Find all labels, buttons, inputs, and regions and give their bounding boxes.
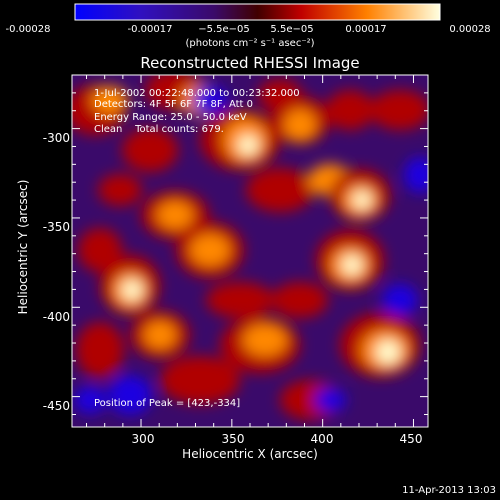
- info-energy: Energy Range: 25.0 - 50.0 keV: [94, 112, 247, 123]
- x-tick-label: 400: [310, 432, 334, 446]
- colorbar-tick: 0.00028: [449, 24, 491, 35]
- x-axis-label: Heliocentric X (arcsec): [182, 447, 318, 461]
- x-tick-label: 300: [131, 432, 155, 446]
- colorbar-gradient: [74, 3, 441, 21]
- heatmap-blob: [326, 90, 374, 130]
- heatmap-blob: [122, 128, 178, 172]
- heatmap-blob: [190, 234, 230, 266]
- colorbar-tick: -0.00028: [5, 24, 51, 35]
- heatmap-blob: [272, 282, 328, 318]
- heatmap-blob: [78, 228, 122, 272]
- heatmap-blob: [92, 86, 128, 114]
- heatmap-blob: [342, 255, 362, 275]
- heatmap-blob: [144, 321, 176, 349]
- colorbar-tick: 5.5e−05: [270, 24, 314, 35]
- peak-label: Position of Peak = [423,-334]: [94, 398, 241, 409]
- heatmap-blob: [76, 322, 124, 378]
- info-time: 1-Jul-2002 00:22:48.000 to 00:23:32.000: [94, 88, 300, 99]
- x-tick-label: 350: [221, 432, 245, 446]
- info-detectors: Detectors: 4F 5F 6F 7F 8F, Att 0: [94, 99, 254, 110]
- heatmap-blob: [206, 282, 274, 318]
- timestamp: 11-Apr-2013 13:03: [402, 485, 496, 496]
- heatmap-blob: [404, 157, 428, 193]
- colorbar-tick: -0.00017: [127, 24, 173, 35]
- heatmap-blob: [238, 135, 258, 155]
- heatmap-blob: [376, 340, 400, 364]
- heatmap-blob: [122, 280, 142, 300]
- heatmap-blob: [382, 284, 418, 316]
- heatmap-blob: [246, 168, 314, 212]
- heatmap-blob: [314, 388, 346, 412]
- x-tick-label: 450: [399, 432, 423, 446]
- info-algorithm: Clean Total counts: 679.: [94, 124, 224, 135]
- y-tick-label: -450: [42, 399, 70, 413]
- heatmap-blob: [98, 174, 142, 206]
- heatmap-blob: [370, 90, 428, 130]
- colorbar-tick: 0.00017: [345, 24, 387, 35]
- heatmap-blob: [243, 324, 287, 356]
- colorbar-units: (photons cm⁻² s⁻¹ asec⁻²): [185, 38, 315, 49]
- plot-title: Reconstructed RHESSI Image: [140, 54, 360, 72]
- colorbar-tick: −5.5e−05: [198, 24, 250, 35]
- heatmap-blob: [157, 201, 193, 229]
- y-axis-label: Heliocentric Y (arcsec): [16, 179, 30, 315]
- heatmap-blob: [284, 109, 316, 141]
- heatmap-blob: [160, 356, 240, 404]
- heatmap-blob: [192, 86, 228, 114]
- y-tick-label: -350: [42, 220, 70, 234]
- heatmap-blob: [108, 375, 152, 415]
- colorbar: [74, 3, 441, 21]
- y-tick-label: -300: [42, 131, 70, 145]
- y-tick-label: -400: [42, 310, 70, 324]
- heatmap-blob: [74, 386, 106, 414]
- heatmap-blob: [353, 191, 371, 209]
